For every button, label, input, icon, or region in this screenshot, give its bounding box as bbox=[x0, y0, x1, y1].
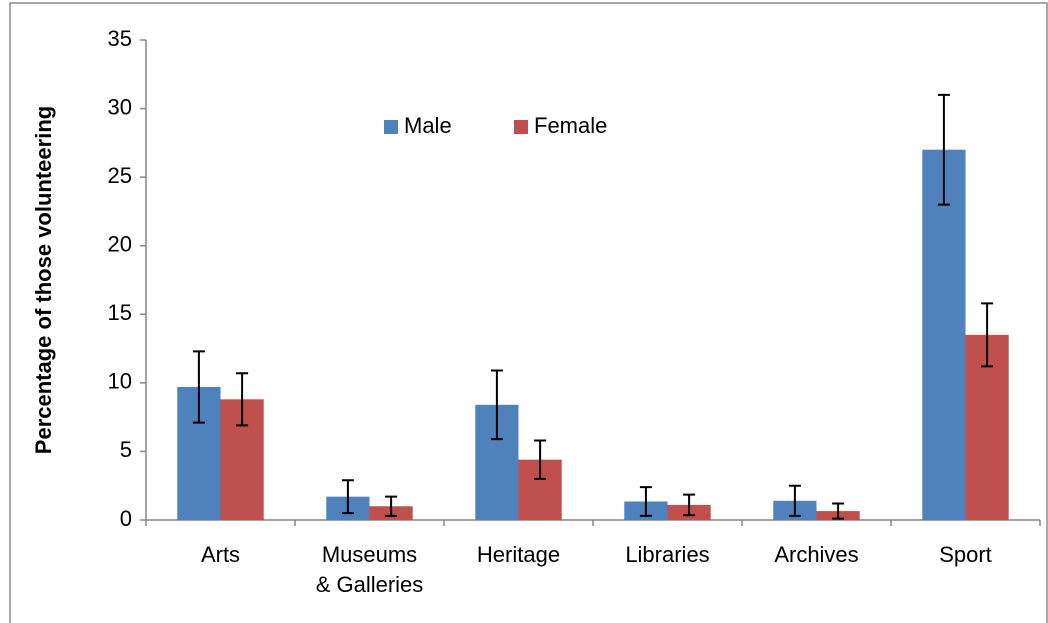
bar bbox=[922, 149, 966, 520]
y-tick-label: 35 bbox=[108, 26, 132, 51]
error-bar bbox=[385, 495, 398, 517]
y-tick-label: 15 bbox=[108, 300, 132, 325]
error-bar bbox=[639, 486, 652, 517]
error-bar bbox=[683, 493, 696, 517]
x-tick-label: Heritage bbox=[476, 542, 561, 567]
x-tick-label: Arts bbox=[200, 542, 241, 567]
y-tick-label: 0 bbox=[120, 506, 132, 531]
y-tick-label: 25 bbox=[108, 163, 132, 188]
legend-label: Female bbox=[534, 113, 607, 138]
y-tick-label: 30 bbox=[108, 94, 132, 119]
error-bar bbox=[981, 302, 994, 368]
error-bar bbox=[341, 479, 354, 515]
y-axis-title: Percentage of those volunteering bbox=[31, 106, 56, 454]
y-tick-label: 5 bbox=[120, 437, 132, 462]
x-tick-label: Sport bbox=[939, 542, 992, 567]
legend-swatch bbox=[384, 120, 398, 134]
x-tick-label: Libraries bbox=[625, 542, 710, 567]
error-bar bbox=[192, 350, 205, 424]
error-bar bbox=[534, 439, 547, 480]
legend-swatch bbox=[514, 120, 528, 134]
x-tick-label: Museums & Galleries bbox=[315, 542, 424, 597]
y-tick-label: 10 bbox=[108, 369, 132, 394]
error-bar bbox=[832, 502, 845, 520]
x-tick-label: Archives bbox=[774, 542, 859, 567]
y-tick-label: 20 bbox=[108, 232, 132, 257]
error-bar bbox=[788, 484, 801, 517]
chart-border bbox=[9, 2, 1048, 623]
error-bar bbox=[236, 372, 249, 427]
error-bar bbox=[937, 93, 950, 206]
error-bar bbox=[490, 369, 503, 441]
legend-label: Male bbox=[404, 113, 452, 138]
